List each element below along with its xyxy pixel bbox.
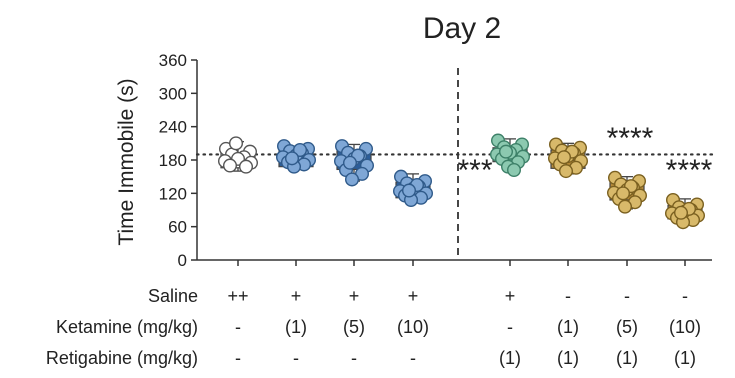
row-label: Retigabine (mg/kg) [46,348,198,368]
data-point [616,186,631,201]
treatment-cell: - [410,348,416,368]
significance-marker: **** [666,154,713,187]
treatment-cell: - [351,348,357,368]
row-label: Ketamine (mg/kg) [56,317,198,337]
data-point [499,144,514,159]
treatment-cell: (1) [285,317,307,337]
data-point [238,159,253,174]
group-6: **** [548,122,654,179]
treatment-cell: (1) [499,348,521,368]
treatment-cell: - [624,286,630,306]
treatment-cell: (1) [557,348,579,368]
treatment-cell: + [408,286,419,306]
group-4: *** [393,154,493,207]
group-3 [334,139,375,187]
data-point [559,164,574,179]
treatment-cell: (1) [557,317,579,337]
y-tick-label: 240 [159,118,187,137]
treatment-cell: + [505,286,516,306]
group-2 [276,139,317,174]
row-label: Saline [148,286,198,306]
y-tick-label: 300 [159,84,187,103]
significance-marker: **** [607,122,654,155]
treatment-table: Saline Ketamine (mg/kg) Retigabine (mg/kg)… [46,286,701,368]
treatment-cell: + [291,286,302,306]
data-point [343,155,358,170]
treatment-cell: (1) [674,348,696,368]
data-point [222,158,237,173]
treatment-cell: - [293,348,299,368]
data-point [228,136,243,151]
data-point [557,150,572,165]
group-8 [665,192,706,230]
treatment-cell: (10) [669,317,701,337]
treatment-cell: (1) [616,348,638,368]
data-point [618,199,633,214]
treatment-cell: - [565,286,571,306]
treatment-cell: - [235,317,241,337]
y-tick-label: 180 [159,151,187,170]
data-point [293,142,308,157]
y-tick-label: 360 [159,51,187,70]
group-7: **** [607,154,713,214]
y-tick-label: 60 [168,218,187,237]
plot-area: *********** [195,68,714,260]
treatment-cell: - [507,317,513,337]
data-point [507,162,522,177]
significance-marker: *** [457,154,492,187]
treatment-cell: + [349,286,360,306]
treatment-cell: (5) [616,317,638,337]
data-point [674,205,689,220]
treatment-cell: ++ [227,286,248,306]
group-1 [217,136,258,174]
treatment-cell: (5) [343,317,365,337]
data-point [345,172,360,187]
treatment-cell: (10) [397,317,429,337]
axes: 0 60 120 180 240 300 360 [159,51,712,270]
group-5 [490,133,531,177]
treatment-cell: - [235,348,241,368]
treatment-cell: - [682,286,688,306]
data-point [402,183,417,198]
data-point [285,151,300,166]
chart-title: Day 2 [423,12,501,45]
y-axis-label: Time Immobile (s) [115,78,138,245]
y-tick-label: 0 [178,251,187,270]
y-tick-label: 120 [159,184,187,203]
